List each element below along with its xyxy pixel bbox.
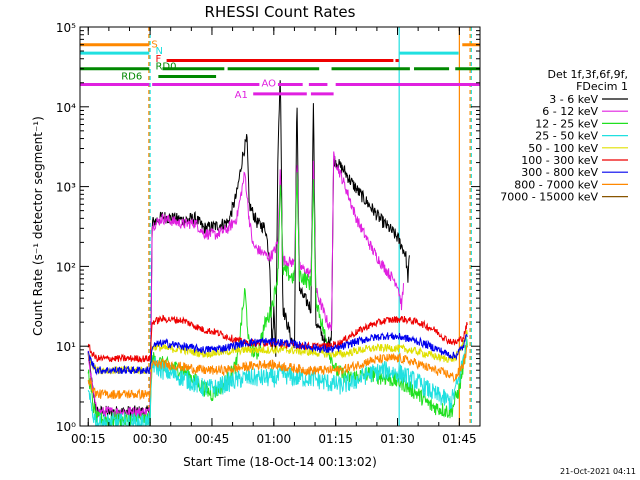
x-tick-label-2: 00:45	[195, 432, 230, 446]
legend-label-0: 3 - 6 keV	[549, 93, 598, 106]
legend-label-1: 6 - 12 keV	[542, 105, 598, 118]
flag-label-a1: A1	[235, 90, 248, 101]
legend-label-7: 800 - 7000 keV	[514, 178, 598, 191]
x-tick-label-3: 01:00	[257, 432, 292, 446]
series-line-c6_12	[87, 151, 404, 419]
axes: 00:15 00:30 00:45 01:00 01:15 01:30 01:45 10⁰ 10…	[56, 21, 481, 446]
x-tick-label-6: 01:45	[442, 432, 477, 446]
legend-label-4: 50 - 100 keV	[528, 142, 598, 155]
plot-frame	[79, 26, 481, 427]
flag-label-n: N	[155, 46, 162, 57]
flag-label-rd6: RD6	[121, 71, 142, 82]
series-line-c800_7000	[87, 345, 468, 401]
legend-header-0: Det 1f,3f,6f,9f,	[547, 68, 628, 81]
flag-label-rd0: RD0	[155, 61, 176, 72]
flag-label-s: S	[151, 40, 157, 51]
footer-timestamp: 21-Oct-2021 04:11	[560, 467, 636, 476]
x-axis-label: Start Time (18-Oct-14 00:13:02)	[183, 455, 377, 469]
chart-title: RHESSI Count Rates	[205, 3, 356, 21]
y-tick-label-0: 10⁰	[56, 420, 76, 434]
x-tick-label-0: 00:15	[71, 432, 106, 446]
x-tick-label-5: 01:30	[380, 432, 415, 446]
y-tick-label-4: 10⁴	[56, 101, 76, 115]
legend-label-3: 25 - 50 keV	[535, 130, 598, 143]
legend-label-2: 12 - 25 keV	[535, 117, 598, 130]
x-tick-label-4: 01:15	[318, 432, 353, 446]
flag-label-ao: AO	[261, 79, 276, 90]
y-axis-label: Count Rate (s⁻¹ detector segment⁻¹)	[31, 116, 45, 336]
y-tick-label-1: 10¹	[56, 340, 76, 354]
series-lines	[87, 80, 468, 426]
legend-header-1: FDecim 1	[576, 80, 628, 93]
y-tick-label-3: 10³	[56, 181, 76, 195]
flag-label-f: F	[155, 54, 161, 65]
legend-label-5: 100 - 300 keV	[521, 154, 598, 167]
series-line-c300_800	[87, 332, 468, 376]
legend-label-8: 7000 - 15000 keV	[500, 191, 598, 204]
y-tick-label-2: 10²	[56, 260, 76, 274]
y-tick-label-5: 10⁵	[56, 21, 76, 35]
legend-label-6: 300 - 800 keV	[521, 166, 598, 179]
x-tick-label-1: 00:30	[133, 432, 168, 446]
